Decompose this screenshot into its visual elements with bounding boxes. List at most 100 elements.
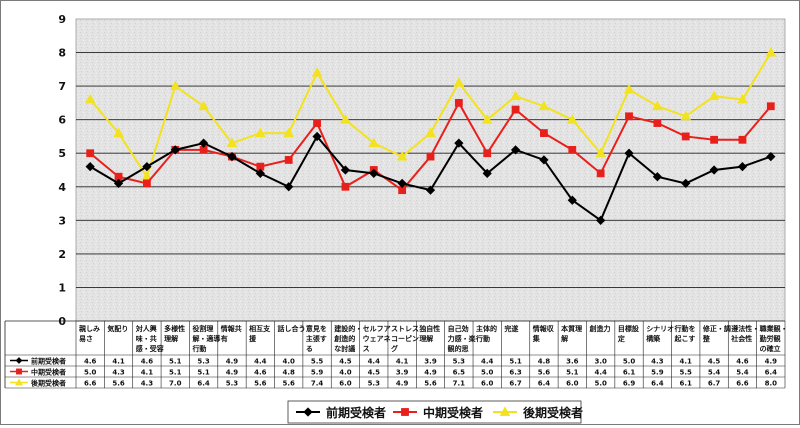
table-value: 6.4 bbox=[765, 369, 778, 377]
table-value: 5.6 bbox=[112, 380, 125, 388]
plot-area bbox=[75, 18, 786, 322]
table-value: 7.1 bbox=[453, 380, 466, 388]
data-point bbox=[426, 152, 435, 161]
table-value: 4.5 bbox=[708, 358, 721, 366]
table-value: 5.1 bbox=[169, 369, 182, 377]
data-point bbox=[397, 178, 407, 189]
category-label: 完遂 bbox=[504, 324, 518, 333]
data-point bbox=[566, 114, 578, 124]
y-tick-label: 0 bbox=[58, 315, 66, 328]
data-point bbox=[453, 77, 465, 87]
table-value: 5.9 bbox=[311, 369, 324, 377]
y-tick-label: 1 bbox=[58, 281, 66, 294]
data-point bbox=[198, 100, 209, 111]
table-value: 4.0 bbox=[339, 369, 352, 377]
category-label: 意見を主張する bbox=[306, 324, 327, 353]
table-value: 6.1 bbox=[680, 380, 693, 388]
table-value: 5.4 bbox=[708, 369, 721, 377]
data-point bbox=[483, 149, 492, 158]
data-point bbox=[681, 132, 690, 141]
data-point bbox=[481, 114, 493, 124]
data-point bbox=[624, 148, 634, 158]
legend-label: 前期受検者 bbox=[326, 405, 386, 420]
data-point bbox=[540, 129, 548, 137]
category-label: 建設的・創造的な討議 bbox=[333, 324, 362, 353]
category-label: 相互支援 bbox=[249, 324, 271, 343]
category-label: 情報共有 bbox=[221, 324, 242, 343]
table-value: 3.9 bbox=[424, 358, 437, 366]
table-value: 5.6 bbox=[254, 380, 267, 388]
y-tick-label: 3 bbox=[58, 214, 66, 227]
y-tick-label: 4 bbox=[58, 181, 66, 194]
data-point bbox=[482, 168, 492, 178]
data-point bbox=[226, 137, 238, 148]
y-tick-label: 2 bbox=[58, 248, 66, 261]
table-value: 5.3 bbox=[453, 358, 466, 366]
category-label: 多様性理解 bbox=[164, 324, 185, 343]
table-value: 4.1 bbox=[680, 358, 693, 366]
data-point bbox=[368, 137, 380, 148]
series-layer bbox=[84, 46, 777, 225]
data-point bbox=[169, 80, 181, 91]
table-value: 4.9 bbox=[226, 358, 239, 366]
table-value: 6.3 bbox=[509, 369, 522, 377]
table-value: 5.0 bbox=[594, 380, 607, 388]
table-value: 4.8 bbox=[538, 358, 551, 366]
data-point bbox=[625, 112, 633, 121]
data-point bbox=[681, 178, 691, 189]
table-value: 6.1 bbox=[623, 369, 636, 377]
table-value: 7.4 bbox=[311, 380, 324, 388]
category-label: 情報収集 bbox=[532, 324, 555, 343]
legend-box bbox=[287, 400, 582, 424]
category-label: 対人興味・共感・受容 bbox=[135, 324, 164, 353]
data-point bbox=[425, 185, 436, 195]
table-value: 6.6 bbox=[736, 380, 749, 388]
data-point bbox=[765, 46, 777, 57]
data-point bbox=[425, 127, 436, 137]
table-value: 5.3 bbox=[368, 380, 381, 388]
table-value: 4.3 bbox=[112, 369, 125, 377]
data-point bbox=[84, 93, 96, 104]
table-value: 4.9 bbox=[226, 369, 239, 377]
table-value: 4.5 bbox=[368, 369, 381, 377]
table-series-name: 中期受検者 bbox=[31, 368, 66, 377]
y-tick-label: 8 bbox=[58, 47, 66, 60]
data-point bbox=[538, 100, 550, 111]
table-value: 4.4 bbox=[594, 369, 607, 377]
category-label: セルフアウェアネス bbox=[363, 325, 391, 353]
table-value: 5.5 bbox=[680, 369, 693, 377]
data-point bbox=[85, 162, 95, 172]
data-point bbox=[255, 127, 266, 137]
data-point bbox=[312, 131, 322, 142]
table-value: 4.6 bbox=[254, 369, 267, 377]
table-value: 4.6 bbox=[84, 358, 97, 366]
data-point bbox=[143, 179, 151, 188]
data-point bbox=[766, 102, 775, 111]
y-axis: 0 1 2 3 4 5 6 7 8 9 bbox=[58, 13, 66, 328]
category-label: 気配り bbox=[107, 324, 128, 333]
table-value: 4.5 bbox=[339, 358, 352, 366]
category-label: 目標設定 bbox=[618, 324, 640, 343]
y-tick-label: 7 bbox=[58, 80, 66, 93]
table-value: 3.0 bbox=[594, 358, 607, 366]
data-point bbox=[401, 408, 409, 416]
table-value: 4.4 bbox=[481, 358, 494, 366]
data-point bbox=[596, 215, 606, 225]
data-point bbox=[595, 147, 606, 158]
table-value: 6.9 bbox=[623, 380, 636, 388]
table-value: 4.3 bbox=[651, 358, 664, 366]
table-value: 5.4 bbox=[736, 369, 749, 377]
legend-label: 中期受検者 bbox=[423, 405, 483, 420]
table-value: 4.4 bbox=[368, 358, 381, 366]
category-label: ストレスコーピング bbox=[391, 325, 419, 353]
data-point bbox=[340, 165, 351, 175]
table-value: 5.6 bbox=[424, 380, 437, 388]
table-value: 7.0 bbox=[169, 380, 182, 388]
table-value: 4.0 bbox=[282, 358, 295, 366]
data-point bbox=[198, 138, 209, 148]
category-label: 役割理解・適導行動 bbox=[191, 324, 220, 353]
table-value: 6.4 bbox=[651, 380, 664, 388]
table-value: 4.1 bbox=[396, 358, 409, 366]
